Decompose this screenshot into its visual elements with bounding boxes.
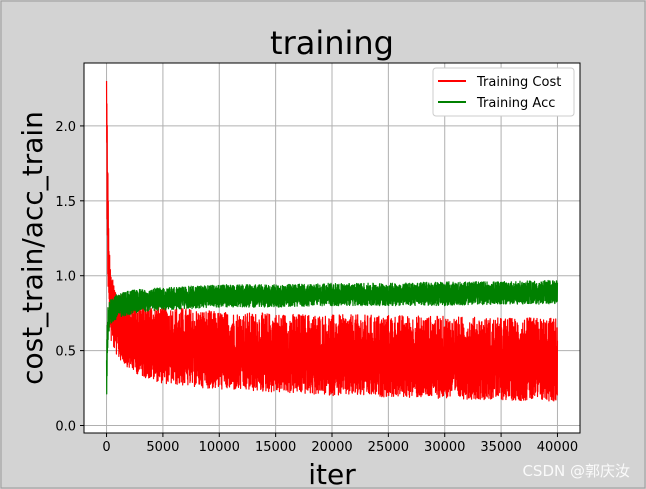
plot-frame	[83, 62, 581, 434]
series-layer	[105, 80, 559, 402]
y-tick-label: 2.0	[55, 120, 76, 135]
x-tick-label: 35000	[480, 440, 521, 455]
y-axis-label: cost_train/acc_train	[16, 111, 49, 385]
watermark: CSDN @郭庆汝	[522, 462, 630, 480]
x-tick-label: 15000	[255, 440, 296, 455]
series-line-training-cost	[105, 80, 559, 402]
y-tick-label: 1.5	[55, 195, 76, 210]
x-tick-label: 30000	[424, 440, 465, 455]
legend-label-training-cost: Training Cost	[476, 75, 561, 90]
y-tick-label: 1.0	[55, 270, 76, 285]
x-tick-label: 40000	[537, 440, 578, 455]
legend-box	[432, 67, 575, 117]
x-tick-label: 0	[102, 440, 110, 455]
chart-title: training	[270, 24, 394, 62]
x-tick-label: 5000	[146, 440, 179, 455]
legend: Training Cost Training Acc	[432, 67, 575, 117]
legend-label-training-acc: Training Acc	[476, 96, 555, 111]
y-tick-label: 0.0	[55, 420, 76, 435]
x-tick-label: 25000	[368, 440, 409, 455]
x-axis-label: iter	[308, 458, 356, 489]
axes: 0 5000 10000 15000 20000 25000 30000 35000 40000…	[55, 120, 578, 455]
y-tick-label: 0.5	[55, 345, 76, 360]
series-line-training-acc	[105, 279, 559, 395]
x-tick-label: 20000	[311, 440, 352, 455]
x-tick-label: 10000	[199, 440, 240, 455]
